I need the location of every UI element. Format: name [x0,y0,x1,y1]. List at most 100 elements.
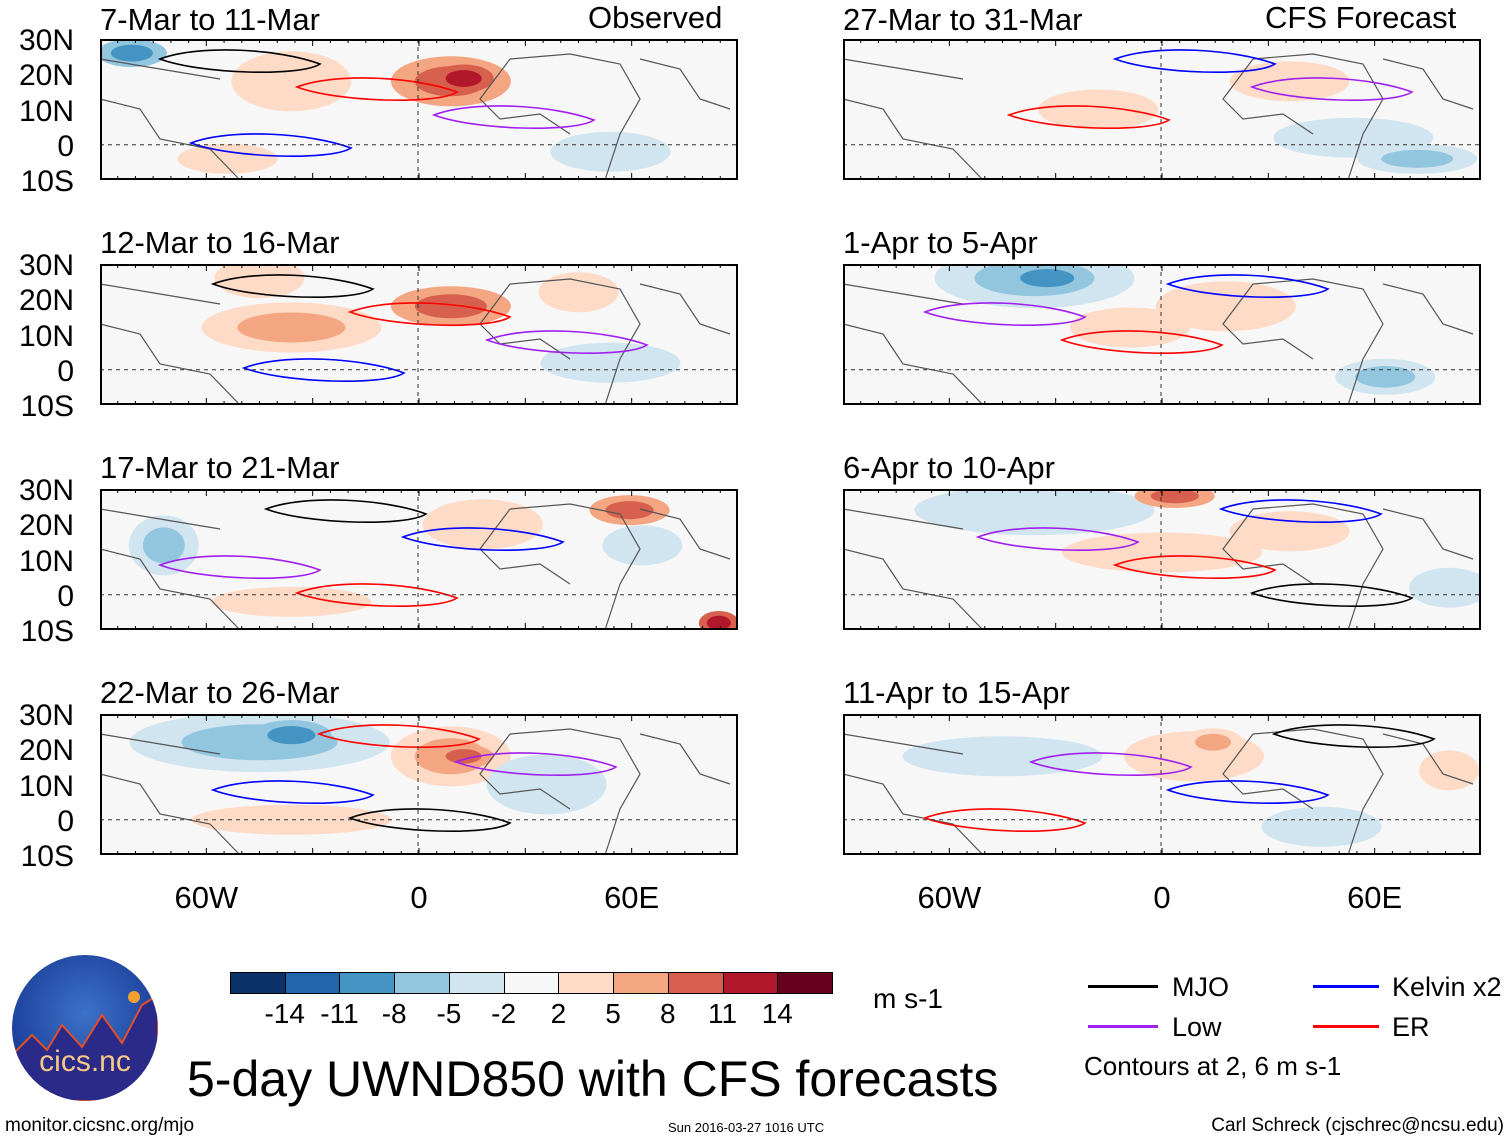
colorbar-tick-label: 14 [761,998,793,1029]
latitude-label: 20N [18,59,74,93]
coastline [843,728,1384,855]
footer-url[interactable]: monitor.cicsnc.org/mjo [5,1115,195,1136]
contour-line [347,808,512,832]
wind-anomaly-core [1062,97,1135,122]
latitude-label: 0 [57,129,74,163]
contour-line [922,302,1087,326]
contour-line [241,358,406,382]
contour-line [1218,499,1383,523]
panel-period-title: 17-Mar to 21-Mar [100,450,340,485]
coastline [1382,733,1474,785]
wind-anomaly-core [574,139,647,164]
panel-period-title: 27-Mar to 31-Mar [843,2,1083,37]
wind-anomaly-core [1150,489,1199,504]
colorbar-swatch [613,972,669,994]
latitude-label: 10S [20,165,74,198]
colorbar-tick-label: 5 [605,998,621,1029]
panel-period-title: 12-Mar to 16-Mar [100,225,340,260]
contour-line [1006,105,1171,129]
contour-line [294,583,459,607]
colorbar-tick-label: -11 [320,998,359,1029]
wind-anomaly-core [706,615,731,630]
latitude-label: 10N [18,544,74,578]
panel-frame [100,264,738,405]
wind-anomaly-core [446,509,519,540]
legend-line-er [1313,1025,1379,1028]
wind-anomaly-core [942,744,1063,769]
contour-line [1059,330,1224,354]
colorbar-tick-label: 2 [550,998,567,1029]
wind-anomaly-core [1253,69,1326,94]
latitude-label: 0 [57,804,74,838]
wind-anomaly-core [1195,733,1232,751]
cics-logo: cics.nc [12,955,158,1101]
coastline [1382,283,1474,335]
legend-label-kelvin: Kelvin x2 [1392,972,1502,1002]
latitude-label: 10S [20,840,74,873]
wind-anomaly-core [232,266,287,291]
panel-period-title: 7-Mar to 11-Mar [100,2,320,37]
longitude-label: 60W [174,880,239,915]
latitude-label: 10S [20,390,74,423]
wind-anomaly-core [142,527,185,564]
contour-line [157,49,322,73]
wind-anomaly-core [110,44,153,62]
wind-anomaly-core [1183,291,1268,322]
contour-line [1271,724,1436,748]
coastline [1382,508,1474,560]
map-panel [843,489,1481,630]
colorbar-swatch [230,972,286,994]
contour-line [210,274,375,298]
colorbar-tick-label: 11 [707,998,738,1029]
latitude-label: 30N [18,249,74,282]
colorbar-tick-label: -8 [381,998,407,1029]
panel-frame [100,714,738,855]
coastline [100,503,641,630]
longitude-label: 0 [410,880,428,915]
latitude-label: 20N [18,509,74,543]
wind-anomaly-core [231,810,352,829]
colorbar-swatch [722,972,779,994]
contour-line [188,133,353,157]
wind-anomaly-core [510,766,583,803]
panel-period-title: 6-Apr to 10-Apr [843,450,1055,485]
colorbar-units: m s-1 [873,983,943,1014]
map-panel [100,39,738,180]
wind-anomaly-core [1381,149,1454,168]
panel-frame [843,714,1481,855]
legend-line-low [1088,1025,1158,1028]
contour-line [975,527,1140,551]
latitude-label: 10N [18,319,74,353]
colorbar-swatch [394,972,450,994]
panel-frame [843,264,1481,405]
colorbar-tick-label: -2 [491,998,517,1029]
colorbar-swatch [503,972,560,994]
latitude-label: 10S [20,615,74,648]
contour-line [484,330,649,354]
legend-line-mjo [1088,985,1158,988]
panel-frame [843,39,1481,180]
logo-mountains-icon [12,991,158,1101]
wind-anomaly-core [1285,814,1358,839]
latitude-label: 20N [18,734,74,768]
footer-author: Carl Schreck (cjschrec@ncsu.edu) [1211,1115,1504,1136]
longitude-label: 60W [917,880,982,915]
wind-anomaly-core [568,350,653,375]
logo-text: cics.nc [39,1045,131,1078]
coastline [639,283,731,335]
contour-line [1249,77,1414,101]
footer-timestamp: Sun 2016-03-27 1016 UTC [668,1120,825,1135]
wind-anomaly-core [237,312,346,343]
wind-anomaly-core [1094,315,1167,340]
wind-anomaly-core [267,726,316,745]
panel-period-title: 11-Apr to 15-Apr [843,675,1070,710]
contour-line [263,499,428,523]
contour-line [1249,583,1414,607]
observed-label: Observed [588,0,723,35]
map-panel [843,264,1481,405]
contour-line [294,77,459,101]
wind-anomaly-core [1253,519,1326,544]
latitude-label: 0 [57,354,74,388]
contour-line [157,555,322,579]
colorbar-swatch [339,972,396,994]
